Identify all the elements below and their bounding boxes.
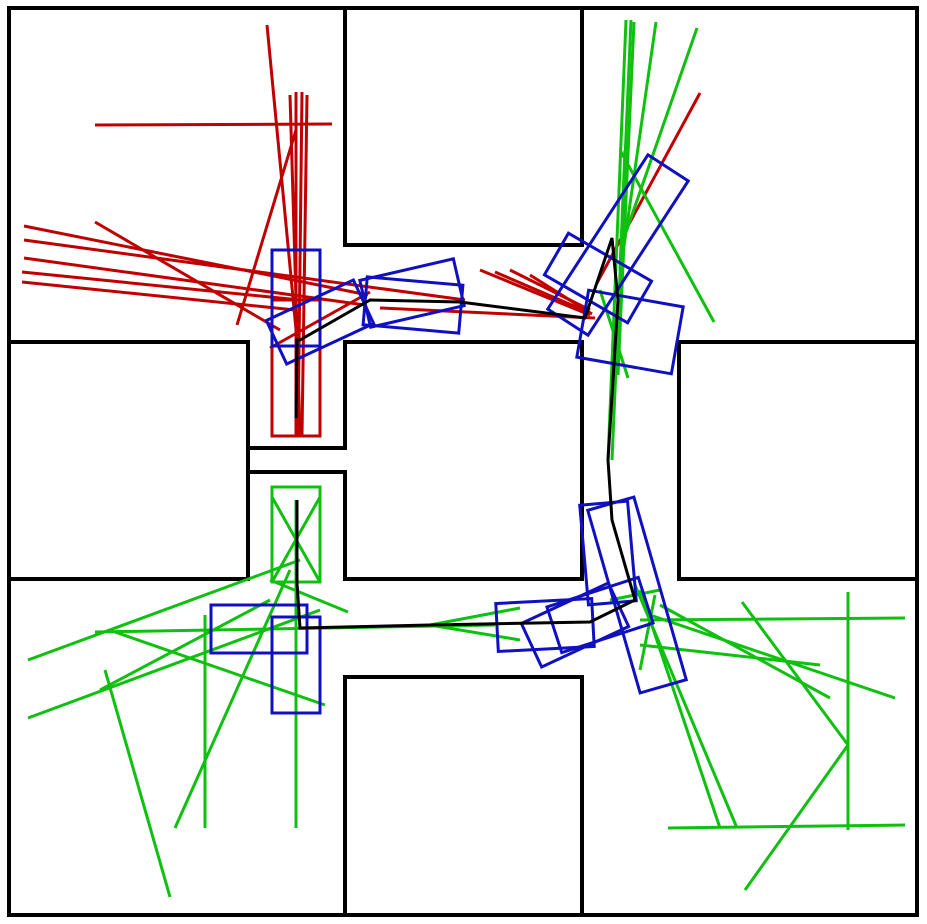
- red-ray: [296, 91, 304, 436]
- wall-right-room: [677, 340, 919, 581]
- blue-box: [575, 288, 685, 376]
- red-ray: [23, 238, 466, 302]
- red-ray: [235, 129, 298, 326]
- green-ray: [639, 616, 906, 622]
- green-ray: [27, 608, 321, 720]
- green-ray: [743, 744, 850, 891]
- green-ray: [173, 569, 292, 829]
- red-ray: [94, 122, 333, 127]
- red-ray: [265, 24, 299, 341]
- green-ray: [598, 289, 630, 379]
- wall-bottom-center-room: [343, 675, 584, 917]
- trajectory-path: [294, 237, 637, 630]
- green-ray: [99, 598, 271, 692]
- green-ray: [639, 643, 821, 667]
- blue-box: [578, 499, 638, 607]
- green-ray: [633, 584, 739, 829]
- red-ray: [494, 270, 589, 314]
- green-ray: [638, 594, 657, 671]
- green-ray: [616, 21, 636, 376]
- green-ray: [649, 613, 896, 700]
- green-ray: [269, 578, 349, 614]
- red-ray: [21, 280, 296, 312]
- red-region-box: [270, 298, 322, 438]
- wall-left-room-top: [7, 340, 250, 581]
- red-ray: [21, 270, 301, 302]
- green-ray: [620, 21, 658, 261]
- outer-wall: [7, 6, 919, 917]
- green-ray: [429, 623, 521, 642]
- green-ray: [103, 669, 172, 898]
- red-ray: [529, 273, 593, 316]
- blue-box: [494, 596, 596, 654]
- red-ray: [23, 224, 369, 297]
- green-ray: [429, 606, 521, 627]
- walls: [7, 6, 919, 917]
- blue-box: [270, 615, 322, 715]
- green-ray: [27, 558, 301, 662]
- blue-box: [519, 580, 631, 670]
- green-ray: [659, 603, 831, 700]
- green-ray: [618, 149, 627, 271]
- green-ray: [618, 149, 716, 323]
- green-rays-bottom: [27, 496, 906, 898]
- blue-box: [545, 575, 655, 655]
- green-ray: [606, 19, 628, 461]
- blue-box: [545, 152, 691, 338]
- red-ray: [479, 268, 591, 317]
- green-rays-top-right: [598, 19, 716, 461]
- green-ray: [667, 823, 906, 830]
- blue-box: [361, 275, 465, 335]
- green-ray: [623, 27, 699, 236]
- red-ray: [94, 220, 281, 332]
- red-ray: [300, 94, 309, 436]
- wall-top-center-room: [343, 6, 584, 247]
- green-ray: [114, 630, 326, 707]
- green-ray: [740, 601, 850, 746]
